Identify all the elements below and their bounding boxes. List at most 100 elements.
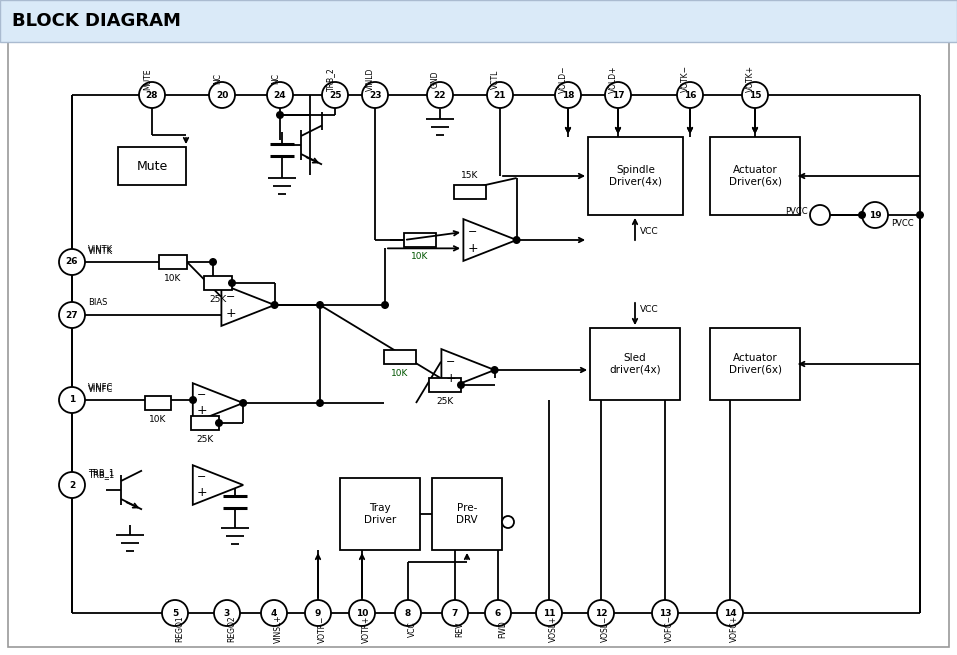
Text: NC: NC xyxy=(271,73,280,84)
Text: VINSL+: VINSL+ xyxy=(274,614,283,643)
Text: 16: 16 xyxy=(683,90,697,100)
Circle shape xyxy=(322,82,348,108)
Text: Actuator
Driver(6x): Actuator Driver(6x) xyxy=(728,353,782,375)
Text: 17: 17 xyxy=(612,90,624,100)
Circle shape xyxy=(742,82,768,108)
Text: VOSL+: VOSL+ xyxy=(549,616,558,642)
Text: 14: 14 xyxy=(723,608,736,618)
Circle shape xyxy=(214,600,240,626)
Circle shape xyxy=(381,301,389,309)
Text: VOFC+: VOFC+ xyxy=(730,616,739,643)
Circle shape xyxy=(59,472,85,498)
Circle shape xyxy=(59,302,85,328)
Circle shape xyxy=(59,249,85,275)
Text: VOTR+: VOTR+ xyxy=(362,615,371,643)
Circle shape xyxy=(271,301,278,309)
Text: REGO2: REGO2 xyxy=(227,616,236,643)
Text: 2: 2 xyxy=(69,481,76,489)
Bar xyxy=(384,350,416,364)
Circle shape xyxy=(858,211,866,219)
Text: VCC: VCC xyxy=(408,621,417,637)
Text: VCC: VCC xyxy=(640,227,658,236)
Circle shape xyxy=(189,396,197,404)
Circle shape xyxy=(305,600,331,626)
Bar xyxy=(145,396,171,410)
Text: 15: 15 xyxy=(748,90,761,100)
Circle shape xyxy=(677,82,703,108)
Text: −: − xyxy=(468,227,478,236)
Text: 25K: 25K xyxy=(436,397,454,406)
Bar xyxy=(710,328,800,400)
Circle shape xyxy=(316,301,324,309)
Text: Spindle
Driver(4x): Spindle Driver(4x) xyxy=(609,165,662,187)
Bar xyxy=(454,185,486,199)
Circle shape xyxy=(487,82,513,108)
Text: 25: 25 xyxy=(329,90,342,100)
Text: −: − xyxy=(197,472,207,482)
Text: VOSL−: VOSL− xyxy=(601,616,610,642)
Text: 19: 19 xyxy=(869,210,881,219)
Text: 11: 11 xyxy=(543,608,555,618)
Text: 20: 20 xyxy=(216,90,228,100)
Text: 10K: 10K xyxy=(165,274,182,283)
Text: 23: 23 xyxy=(368,90,381,100)
Circle shape xyxy=(215,419,223,427)
Text: 25K: 25K xyxy=(210,295,227,304)
Circle shape xyxy=(491,366,499,374)
Text: VINTK: VINTK xyxy=(88,247,113,256)
Bar xyxy=(340,478,420,550)
Circle shape xyxy=(395,600,421,626)
Text: 6: 6 xyxy=(495,608,501,618)
Circle shape xyxy=(588,600,614,626)
Text: TRB_1: TRB_1 xyxy=(88,468,114,477)
Circle shape xyxy=(485,600,511,626)
Text: VOLD+: VOLD+ xyxy=(609,66,618,93)
Text: MUTE: MUTE xyxy=(143,68,152,90)
Text: 5: 5 xyxy=(172,608,178,618)
Text: 8: 8 xyxy=(405,608,412,618)
Circle shape xyxy=(349,600,375,626)
Circle shape xyxy=(162,600,188,626)
Text: PVCC: PVCC xyxy=(891,219,914,228)
Text: −: − xyxy=(446,356,456,367)
Bar xyxy=(118,147,186,185)
Text: REGO1: REGO1 xyxy=(175,616,184,643)
Text: BIAS: BIAS xyxy=(88,298,107,307)
Bar xyxy=(588,137,683,215)
Text: +: + xyxy=(196,404,207,417)
Polygon shape xyxy=(463,219,517,261)
Polygon shape xyxy=(192,383,243,422)
Text: 10K: 10K xyxy=(412,252,429,261)
Text: 27: 27 xyxy=(66,310,78,320)
Bar xyxy=(404,233,436,247)
Circle shape xyxy=(228,279,236,287)
Circle shape xyxy=(605,82,631,108)
Text: TRB_2: TRB_2 xyxy=(326,67,335,91)
Text: TRB_1: TRB_1 xyxy=(88,470,114,479)
Bar xyxy=(710,137,800,215)
Bar xyxy=(191,416,219,430)
Text: VOTK−: VOTK− xyxy=(681,66,690,92)
Text: 7: 7 xyxy=(452,608,458,618)
Circle shape xyxy=(502,516,514,528)
Bar xyxy=(204,276,232,290)
Text: VOLD−: VOLD− xyxy=(559,66,568,93)
Circle shape xyxy=(810,205,830,225)
Bar xyxy=(0,0,957,42)
Text: VCC: VCC xyxy=(640,305,658,314)
Text: VOFC−: VOFC− xyxy=(665,616,674,643)
Circle shape xyxy=(209,82,235,108)
Text: Actuator
Driver(6x): Actuator Driver(6x) xyxy=(728,165,782,187)
Text: VOTR−: VOTR− xyxy=(318,615,327,643)
Circle shape xyxy=(427,82,453,108)
Text: VINTK: VINTK xyxy=(88,245,113,254)
Text: Mute: Mute xyxy=(137,160,167,172)
Text: VINFC: VINFC xyxy=(88,385,113,394)
Text: −: − xyxy=(226,291,235,302)
Circle shape xyxy=(513,236,521,244)
Text: +: + xyxy=(446,372,456,385)
Text: +: + xyxy=(196,487,207,499)
Circle shape xyxy=(59,387,85,413)
Circle shape xyxy=(267,82,293,108)
Text: 9: 9 xyxy=(315,608,322,618)
